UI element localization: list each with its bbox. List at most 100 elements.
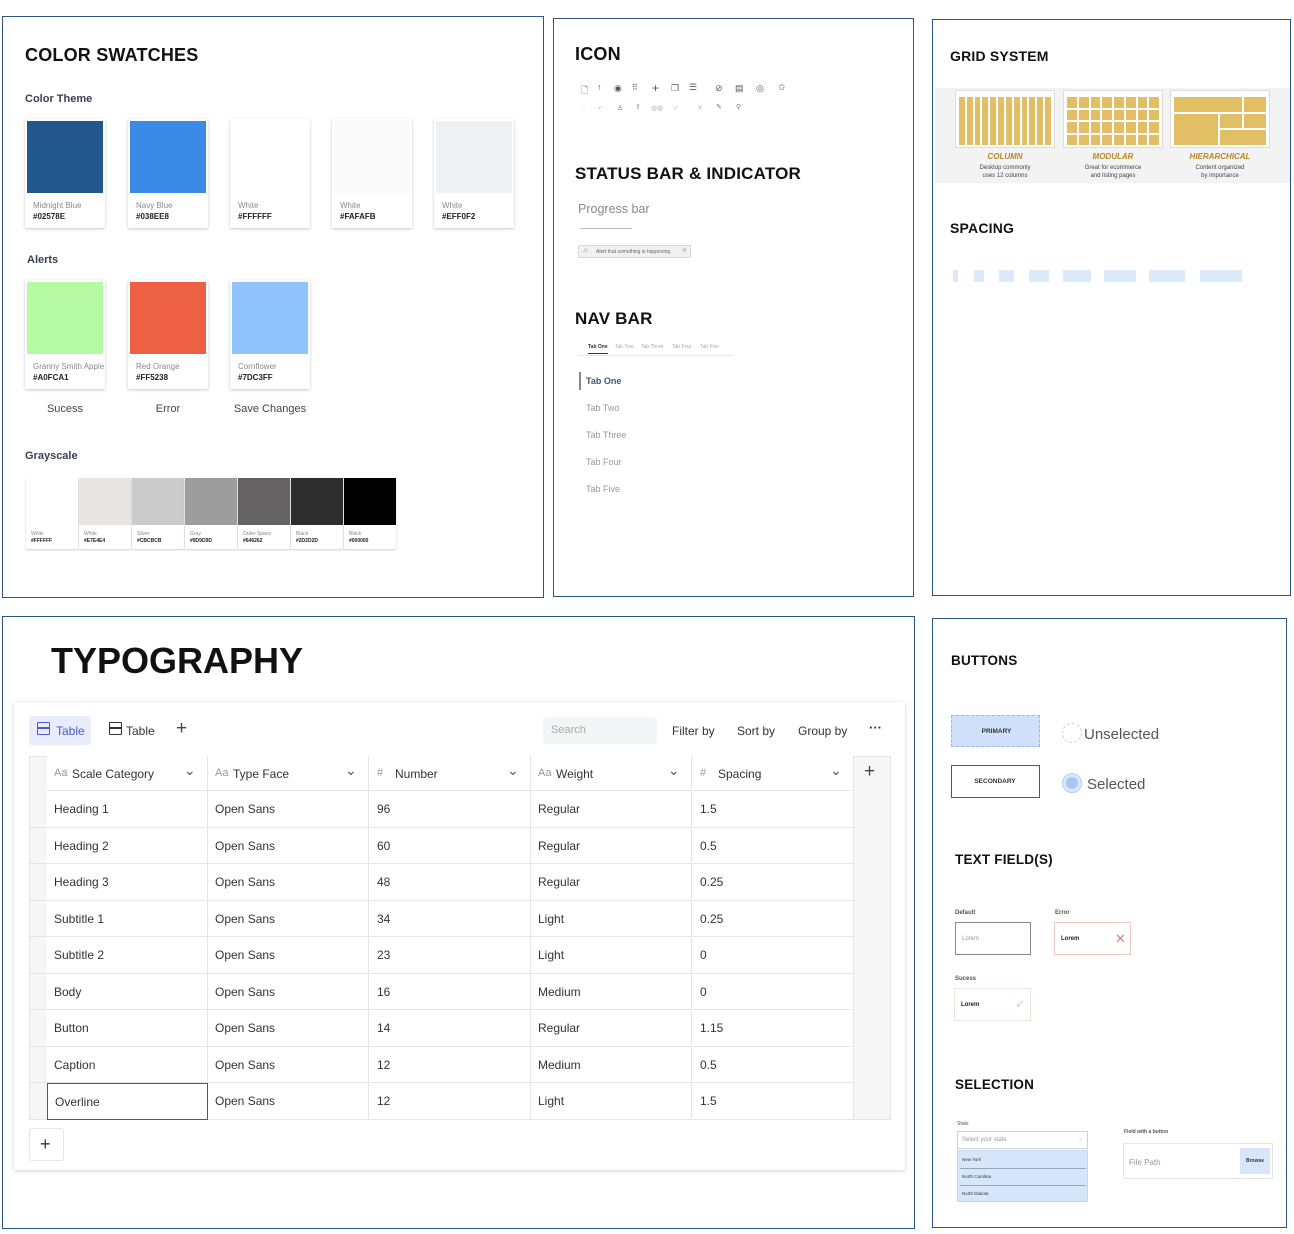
vnav-tab-five[interactable]: Tab Five: [586, 484, 621, 494]
add-column-icon[interactable]: +: [864, 761, 876, 782]
table-cell[interactable]: Regular: [531, 791, 692, 828]
table-cell[interactable]: 0.25: [693, 864, 854, 901]
chevron-down-icon[interactable]: ⌄: [184, 762, 196, 778]
error-text-field[interactable]: Lorem ✕: [1054, 922, 1131, 955]
star-icon[interactable]: ✩: [778, 82, 786, 92]
sort-button[interactable]: Sort by: [737, 724, 776, 738]
table-cell[interactable]: Open Sans: [208, 1010, 369, 1047]
table-cell[interactable]: Heading 1: [47, 791, 208, 828]
table-cell[interactable]: 14: [370, 1010, 531, 1047]
table-cell[interactable]: Heading 3: [47, 864, 208, 901]
upload-icon[interactable]: ⇧: [635, 104, 641, 111]
state-select[interactable]: Select your state ⌄: [957, 1131, 1088, 1149]
add-view-icon[interactable]: +: [176, 718, 188, 739]
copy-icon[interactable]: ❐: [671, 83, 680, 93]
table-cell[interactable]: 34: [370, 900, 531, 937]
view-tab-table-active[interactable]: Table: [29, 716, 91, 745]
table-cell[interactable]: Button: [47, 1010, 208, 1047]
primary-button[interactable]: PRIMARY: [951, 715, 1040, 747]
table-cell[interactable]: Subtitle 2: [47, 937, 208, 974]
search-input[interactable]: Search: [543, 717, 657, 744]
default-text-field[interactable]: Lorem: [955, 922, 1031, 955]
view-tab-table[interactable]: Table: [101, 716, 163, 745]
table-cell[interactable]: 96: [370, 791, 531, 828]
person-icon[interactable]: ♙: [617, 105, 624, 112]
radio-selected[interactable]: [1062, 773, 1082, 793]
plus-icon[interactable]: +: [652, 81, 660, 95]
vnav-tab-one[interactable]: Tab One: [586, 376, 622, 386]
table-cell[interactable]: 0.5: [693, 1046, 854, 1083]
column-header[interactable]: Aa Scale Category ⌄: [47, 756, 208, 791]
table-cell[interactable]: Open Sans: [208, 973, 369, 1010]
more-options-icon[interactable]: ···: [869, 720, 882, 735]
table-cell[interactable]: Regular: [531, 864, 692, 901]
browse-button[interactable]: Browse: [1240, 1148, 1270, 1174]
table-cell[interactable]: 0: [693, 973, 854, 1010]
chevron-down-icon[interactable]: ⌄: [830, 762, 842, 778]
check-circle-icon[interactable]: ⊘: [715, 83, 723, 93]
table-cell[interactable]: Open Sans: [208, 864, 369, 901]
hnav-tab-three[interactable]: Tab Three: [641, 344, 664, 350]
table-cell[interactable]: Open Sans: [208, 791, 369, 828]
column-header[interactable]: # Spacing ⌄: [693, 756, 854, 791]
hnav-tab-one[interactable]: Tab One: [588, 344, 608, 354]
database-icon[interactable]: ▤: [735, 83, 744, 93]
table-cell[interactable]: 12: [370, 1083, 531, 1120]
state-option[interactable]: New York: [962, 1157, 982, 1162]
grid-icon[interactable]: ⠿: [632, 83, 638, 92]
chevron-down-icon[interactable]: ⌄: [668, 762, 680, 778]
table-cell[interactable]: Medium: [531, 973, 692, 1010]
table-cell[interactable]: Caption: [47, 1046, 208, 1083]
hnav-tab-four[interactable]: Tab Four: [672, 344, 692, 350]
table-cell[interactable]: Light: [531, 937, 692, 974]
hnav-tab-two[interactable]: Tab Two: [615, 344, 634, 350]
table-cell[interactable]: 0: [693, 937, 854, 974]
table-cell[interactable]: Overline: [47, 1083, 208, 1120]
eye-icon[interactable]: ◎: [756, 83, 764, 93]
table-cell[interactable]: Open Sans: [208, 827, 369, 864]
table-cell[interactable]: 60: [370, 827, 531, 864]
table-cell[interactable]: 1.5: [693, 1083, 854, 1120]
check-icon[interactable]: ✓: [673, 105, 679, 112]
table-cell[interactable]: 12: [370, 1046, 531, 1083]
vnav-tab-two[interactable]: Tab Two: [586, 403, 620, 413]
column-header[interactable]: Aa Type Face ⌄: [208, 756, 369, 791]
table-cell[interactable]: Subtitle 1: [47, 900, 208, 937]
close-icon[interactable]: ✕: [697, 105, 703, 112]
radio-unselected[interactable]: [1062, 723, 1082, 743]
table-cell[interactable]: Medium: [531, 1046, 692, 1083]
settings-icon[interactable]: ◌: [581, 104, 586, 111]
list-icon[interactable]: ☰: [689, 82, 698, 92]
table-cell[interactable]: 1.15: [693, 1010, 854, 1047]
vnav-tab-four[interactable]: Tab Four: [586, 457, 622, 467]
pencil-icon[interactable]: ✎: [716, 104, 722, 111]
table-cell[interactable]: Open Sans: [208, 1083, 369, 1120]
table-cell[interactable]: 0.5: [693, 827, 854, 864]
arrow-up-icon[interactable]: ↑: [597, 82, 602, 92]
table-cell[interactable]: Open Sans: [208, 937, 369, 974]
toggle-icon[interactable]: ◍◍: [651, 105, 664, 112]
table-cell[interactable]: Light: [531, 900, 692, 937]
table-cell[interactable]: 23: [370, 937, 531, 974]
table-cell[interactable]: Heading 2: [47, 827, 208, 864]
table-cell[interactable]: 0.25: [693, 900, 854, 937]
table-cell[interactable]: Open Sans: [208, 900, 369, 937]
chevron-down-icon[interactable]: ⌄: [507, 762, 519, 778]
secondary-button[interactable]: SECONDARY: [951, 765, 1040, 798]
success-text-field[interactable]: Lorem ✓: [954, 988, 1031, 1021]
filter-button[interactable]: Filter by: [672, 724, 715, 738]
table-cell[interactable]: 16: [370, 973, 531, 1010]
table-cell[interactable]: 48: [370, 864, 531, 901]
chevron-down-icon[interactable]: ⌄: [345, 762, 357, 778]
table-cell[interactable]: Body: [47, 973, 208, 1010]
table-cell[interactable]: Regular: [531, 1010, 692, 1047]
group-button[interactable]: Group by: [798, 724, 848, 738]
state-option[interactable]: North Carolina: [962, 1174, 992, 1179]
user-circle-icon[interactable]: ◉: [614, 83, 622, 93]
arrow-left-icon[interactable]: ←: [597, 104, 604, 111]
state-option[interactable]: North Dakota: [962, 1191, 989, 1196]
add-row-button[interactable]: +: [29, 1128, 64, 1161]
column-header[interactable]: Aa Weight ⌄: [531, 756, 692, 791]
alert-close-icon[interactable]: ✕: [682, 248, 688, 254]
file-path-field[interactable]: File Path Browse: [1123, 1143, 1273, 1179]
